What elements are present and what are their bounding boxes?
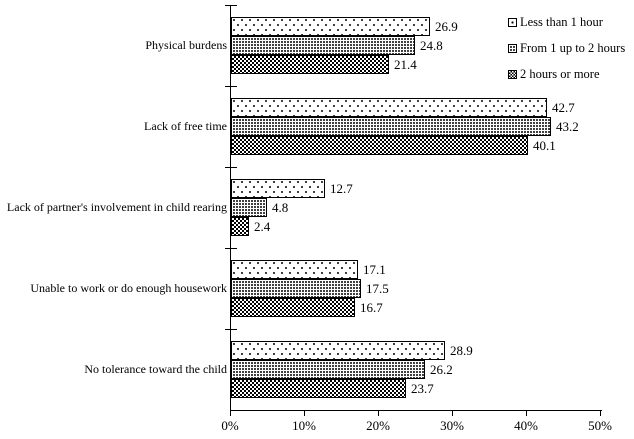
legend-item: From 1 up to 2 hours (508, 39, 625, 57)
bar-sparse-dots (231, 341, 445, 360)
bar-dense-dots (231, 279, 361, 298)
x-axis-tick (452, 411, 453, 416)
bar-checkerboard (231, 298, 355, 317)
legend-item: 2 hours or more (508, 65, 625, 83)
legend-label: Less than 1 hour (520, 14, 603, 29)
category-label: Lack of free time (144, 119, 227, 133)
bar-sparse-dots (231, 17, 430, 36)
category-label: No tolerance toward the child (84, 362, 227, 376)
y-axis-line (230, 5, 231, 411)
bar-value-label: 21.4 (394, 57, 417, 72)
legend-swatch-sparse-dots (508, 17, 517, 27)
x-axis-tick-label: 30% (440, 418, 464, 433)
bar-value-label: 24.8 (420, 38, 443, 53)
bar-checkerboard (231, 55, 389, 74)
x-axis-tick (378, 411, 379, 416)
x-axis-tick (600, 411, 601, 416)
bar-sparse-dots (231, 260, 358, 279)
legend-item: Less than 1 hour (508, 13, 625, 31)
category-axis-tick (225, 248, 237, 249)
x-axis-tick (230, 411, 231, 416)
legend-swatch-checkerboard (508, 69, 517, 79)
category-axis-tick (225, 329, 237, 330)
x-axis-tick-label: 20% (366, 418, 390, 433)
bar-value-label: 12.7 (330, 181, 353, 196)
category-label: Physical burdens (145, 38, 227, 52)
bar-value-label: 26.2 (430, 362, 453, 377)
bar-value-label: 28.9 (450, 343, 473, 358)
bar-checkerboard (231, 136, 528, 155)
bar-value-label: 26.9 (435, 19, 458, 34)
x-axis-tick-label: 40% (514, 418, 538, 433)
bar-value-label: 40.1 (533, 138, 556, 153)
category-axis-tick (225, 5, 237, 6)
x-axis-tick (526, 411, 527, 416)
bar-value-label: 4.8 (272, 200, 289, 215)
legend-label: 2 hours or more (520, 66, 600, 81)
legend-label: From 1 up to 2 hours (520, 40, 626, 55)
bar-dense-dots (231, 360, 425, 379)
bar-value-label: 17.5 (366, 281, 389, 296)
bar-checkerboard (231, 217, 249, 236)
bar-value-label: 42.7 (552, 100, 575, 115)
bar-dense-dots (231, 198, 267, 217)
legend: Less than 1 hour From 1 up to 2 hours 2 ho… (508, 13, 625, 91)
bar-value-label: 2.4 (254, 219, 271, 234)
category-label: Lack of partner's involvement in child r… (6, 200, 227, 214)
bar-value-label: 16.7 (360, 300, 383, 315)
x-axis-tick (304, 411, 305, 416)
bar-sparse-dots (231, 98, 547, 117)
category-axis-tick (225, 86, 237, 87)
bar-value-label: 17.1 (363, 262, 386, 277)
category-label: Unable to work or do enough housework (30, 281, 227, 295)
bar-sparse-dots (231, 179, 325, 198)
category-axis-tick (225, 167, 237, 168)
bar-dense-dots (231, 36, 415, 55)
bar-checkerboard (231, 379, 406, 398)
x-axis-tick-label: 0% (221, 418, 239, 433)
x-axis-line (230, 410, 602, 411)
bar-value-label: 23.7 (411, 381, 434, 396)
x-axis-tick-label: 10% (292, 418, 316, 433)
bar-dense-dots (231, 117, 551, 136)
bar-value-label: 43.2 (556, 119, 579, 134)
x-axis-tick-label: 50% (588, 418, 612, 433)
legend-swatch-dense-dots (508, 43, 517, 53)
